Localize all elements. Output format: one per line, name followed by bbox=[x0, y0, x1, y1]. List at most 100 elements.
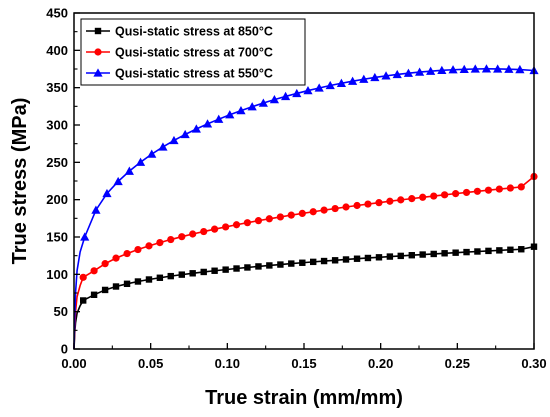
y-tick-label: 300 bbox=[46, 118, 68, 133]
data-point-700c bbox=[484, 186, 493, 194]
legend-marker-circle bbox=[94, 48, 102, 56]
data-point-850c bbox=[145, 276, 153, 283]
data-point-700c bbox=[462, 188, 471, 197]
data-point-850c bbox=[353, 255, 361, 262]
data-point-550c bbox=[292, 88, 302, 98]
y-tick-label: 400 bbox=[46, 43, 68, 58]
y-tick-label: 100 bbox=[46, 267, 68, 282]
data-point-850c bbox=[101, 286, 109, 294]
data-point-850c bbox=[386, 253, 394, 260]
data-point-850c bbox=[200, 268, 207, 276]
data-point-850c bbox=[80, 297, 87, 304]
data-point-550c bbox=[236, 105, 246, 115]
data-point-550c bbox=[370, 72, 380, 82]
data-point-550c bbox=[314, 83, 324, 92]
legend-item-850c: Qusi-static stress at 850°C bbox=[86, 25, 273, 39]
y-tick-label: 50 bbox=[54, 304, 68, 319]
data-point-550c bbox=[515, 64, 525, 74]
data-point-700c bbox=[342, 203, 350, 211]
data-point-700c bbox=[364, 200, 372, 208]
data-point-850c bbox=[211, 267, 218, 274]
legend-item-700c: Qusi-static stress at 700°C bbox=[86, 46, 273, 60]
data-point-700c bbox=[375, 199, 383, 207]
data-point-700c bbox=[298, 209, 306, 218]
data-point-550c bbox=[180, 129, 190, 139]
data-point-700c bbox=[441, 191, 449, 199]
data-point-550c bbox=[258, 98, 268, 107]
data-point-700c bbox=[430, 192, 438, 200]
data-point-550c bbox=[403, 68, 414, 77]
data-point-700c bbox=[473, 187, 482, 195]
y-tick-label: 200 bbox=[46, 192, 68, 207]
data-point-550c bbox=[426, 66, 436, 75]
data-point-550c bbox=[348, 76, 358, 85]
data-point-850c bbox=[485, 247, 492, 255]
series-line-550c bbox=[73, 68, 535, 350]
legend-marker-square bbox=[94, 27, 102, 35]
data-point-700c bbox=[167, 235, 175, 244]
data-point-700c bbox=[134, 245, 142, 254]
data-point-700c bbox=[79, 273, 87, 281]
data-point-700c bbox=[276, 213, 284, 221]
data-point-850c bbox=[277, 261, 284, 268]
data-point-700c bbox=[112, 254, 120, 262]
data-point-850c bbox=[452, 249, 459, 256]
data-point-550c bbox=[392, 69, 402, 79]
data-point-550c bbox=[113, 176, 123, 186]
data-point-700c bbox=[386, 197, 394, 205]
data-point-850c bbox=[189, 270, 196, 277]
data-point-850c bbox=[441, 250, 448, 257]
data-point-550c bbox=[470, 64, 480, 73]
data-point-700c bbox=[254, 217, 263, 225]
data-point-550c bbox=[191, 124, 201, 133]
data-point-700c bbox=[211, 225, 219, 233]
data-point-700c bbox=[320, 206, 328, 214]
data-point-550c bbox=[481, 64, 492, 73]
data-point-850c bbox=[342, 256, 350, 263]
data-point-700c bbox=[156, 239, 164, 247]
series-layer bbox=[73, 64, 539, 350]
data-point-550c bbox=[493, 64, 503, 73]
data-point-550c bbox=[247, 102, 257, 111]
axes-layer: 0.00 0.05 0.10 0.15 0.20 0.25 0.30 0 50 100 150 200… bbox=[46, 6, 546, 372]
data-point-850c bbox=[222, 266, 229, 273]
data-point-850c bbox=[167, 272, 174, 280]
data-point-700c bbox=[200, 227, 208, 236]
data-point-850c bbox=[288, 260, 295, 267]
data-point-550c bbox=[459, 64, 469, 73]
legend-label-700c: Qusi-static stress at 700°C bbox=[115, 46, 273, 60]
data-point-850c bbox=[408, 252, 415, 259]
data-point-850c bbox=[244, 264, 251, 271]
data-point-850c bbox=[123, 280, 131, 288]
data-point-850c bbox=[178, 271, 185, 278]
data-point-700c bbox=[506, 184, 514, 192]
x-tick-label: 0.10 bbox=[215, 356, 240, 371]
data-point-850c bbox=[364, 254, 372, 262]
data-point-850c bbox=[233, 265, 240, 272]
data-point-550c bbox=[504, 64, 514, 73]
data-point-850c bbox=[156, 274, 164, 281]
data-point-700c bbox=[419, 193, 427, 201]
data-point-700c bbox=[353, 201, 361, 210]
data-point-550c bbox=[158, 142, 168, 151]
data-point-850c bbox=[496, 247, 503, 254]
data-point-700c bbox=[243, 219, 252, 227]
data-point-700c bbox=[123, 249, 131, 258]
data-point-550c bbox=[437, 65, 447, 75]
legend: Qusi-static stress at 850°C Qusi-static … bbox=[80, 18, 306, 86]
legend-symbol-550c bbox=[93, 68, 103, 77]
data-point-700c bbox=[178, 233, 186, 241]
legend-label-850c: Qusi-static stress at 850°C bbox=[115, 25, 273, 39]
legend-item-550c: Qusi-static stress at 550°C bbox=[86, 67, 273, 81]
x-tick-label: 0.30 bbox=[521, 356, 546, 371]
data-point-850c bbox=[266, 262, 273, 269]
data-point-850c bbox=[255, 263, 262, 270]
legend-box bbox=[80, 18, 306, 86]
data-point-850c bbox=[331, 257, 339, 264]
data-point-850c bbox=[320, 257, 328, 265]
x-tick-label: 0.00 bbox=[61, 356, 86, 371]
series-700c bbox=[73, 172, 538, 350]
data-point-550c bbox=[381, 71, 391, 80]
data-point-700c bbox=[331, 204, 339, 213]
